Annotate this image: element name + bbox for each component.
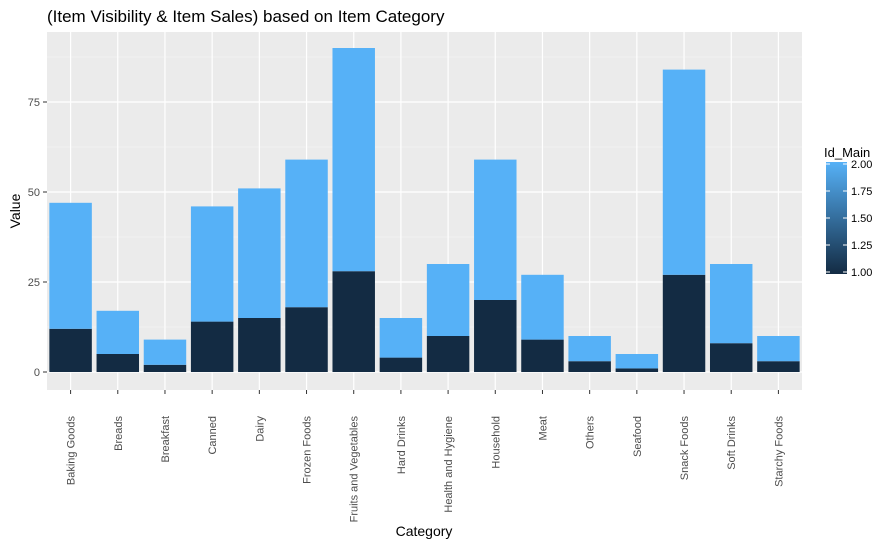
- x-axis-title: Category: [396, 523, 453, 539]
- bar-health-and-hygiene-series-1: [426, 336, 470, 372]
- x-tick-label: Seafood: [632, 416, 644, 457]
- bar-health-and-hygiene-series-2: [426, 264, 470, 336]
- bar-breads-series-1: [96, 354, 140, 372]
- x-tick-label: Snack Foods: [679, 416, 691, 481]
- y-tick-label: 50: [28, 187, 40, 199]
- bar-others-series-1: [568, 361, 611, 372]
- x-tick-label: Meat: [537, 416, 549, 440]
- x-tick-label: Fruits and Vegetables: [349, 416, 361, 523]
- legend-title: Id_Main: [824, 145, 870, 160]
- bar-soft-drinks-series-2: [709, 264, 753, 344]
- y-tick-label: 75: [28, 97, 40, 109]
- x-tick-label: Others: [585, 416, 597, 450]
- bar-snack-foods-series-1: [662, 274, 706, 372]
- legend-tick-label: 1.75: [851, 186, 872, 198]
- bar-frozen-foods-series-2: [285, 159, 328, 308]
- bar-breakfast-series-1: [143, 364, 187, 372]
- x-tick-label: Baking Goods: [66, 416, 78, 486]
- x-tick-label: Health and Hygiene: [443, 416, 455, 513]
- x-tick-label: Breads: [113, 416, 125, 451]
- x-tick-label: Soft Drinks: [726, 416, 738, 470]
- x-tick-label: Starchy Foods: [773, 416, 785, 487]
- legend-tick-label: 1.50: [851, 213, 872, 225]
- x-tick-label: Dairy: [254, 416, 266, 442]
- y-tick-label: 25: [28, 277, 40, 289]
- bar-snack-foods-series-2: [662, 69, 706, 275]
- bar-others-series-2: [568, 336, 611, 362]
- bar-fruits-and-vegetables-series-1: [332, 271, 375, 372]
- bar-starchy-foods-series-2: [757, 336, 800, 362]
- bar-hard-drinks-series-2: [379, 318, 423, 358]
- bar-meat-series-1: [521, 339, 564, 372]
- y-axis-title: Value: [7, 193, 23, 228]
- bar-hard-drinks-series-1: [379, 357, 423, 372]
- bar-baking-goods-series-2: [49, 202, 92, 329]
- bar-breakfast-series-2: [143, 339, 187, 365]
- x-tick-label: Household: [490, 416, 502, 469]
- x-tick-label: Hard Drinks: [396, 416, 408, 475]
- bar-baking-goods-series-1: [49, 328, 92, 372]
- y-tick-label: 0: [34, 367, 40, 379]
- bar-seafood-series-2: [615, 354, 659, 369]
- legend-tick-label: 2.00: [851, 159, 872, 171]
- bar-soft-drinks-series-1: [709, 343, 753, 372]
- bar-canned-series-2: [190, 206, 234, 322]
- bar-dairy-series-2: [238, 188, 281, 318]
- legend-tick-label: 1.00: [851, 267, 872, 279]
- bar-starchy-foods-series-1: [757, 361, 800, 372]
- bar-breads-series-2: [96, 310, 140, 354]
- x-tick-label: Breakfast: [160, 416, 172, 462]
- bar-fruits-and-vegetables-series-2: [332, 48, 375, 272]
- bar-household-series-2: [474, 159, 517, 300]
- legend-colorbar: [826, 162, 847, 274]
- legend-tick-label: 1.25: [851, 240, 872, 252]
- x-tick-label: Canned: [207, 416, 219, 455]
- chart-title: (Item Visibility & Item Sales) based on …: [47, 7, 445, 26]
- legend: Id_Main 1.00 1.25 1.50 1.75 2.00: [824, 145, 872, 279]
- bar-dairy-series-1: [238, 318, 281, 372]
- bar-household-series-1: [474, 300, 517, 372]
- bar-frozen-foods-series-1: [285, 307, 328, 372]
- bar-meat-series-2: [521, 274, 564, 340]
- bar-canned-series-1: [190, 321, 234, 372]
- bar-seafood-series-1: [615, 368, 659, 372]
- x-tick-label: Frozen Foods: [302, 416, 314, 484]
